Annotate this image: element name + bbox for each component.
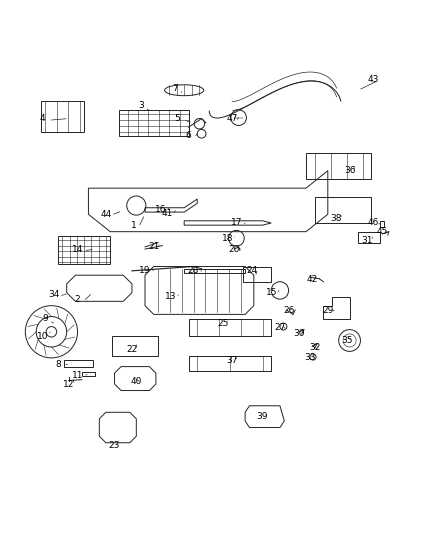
Text: 14: 14 <box>72 245 83 254</box>
Text: 27: 27 <box>274 323 286 332</box>
Text: 31: 31 <box>361 236 373 245</box>
Text: 46: 46 <box>368 219 379 228</box>
Text: 7: 7 <box>173 84 178 93</box>
Text: 20: 20 <box>229 245 240 254</box>
Text: 25: 25 <box>218 319 229 328</box>
Text: 43: 43 <box>368 75 379 84</box>
Text: 24: 24 <box>246 266 257 276</box>
Text: 36: 36 <box>344 166 355 175</box>
Text: 18: 18 <box>222 233 233 243</box>
Text: 45: 45 <box>377 227 388 236</box>
Text: 5: 5 <box>175 114 180 123</box>
Text: 41: 41 <box>161 209 173 218</box>
Text: 15: 15 <box>265 288 277 297</box>
Text: 26: 26 <box>283 305 294 314</box>
Text: 23: 23 <box>109 441 120 450</box>
Text: 21: 21 <box>148 243 159 252</box>
Text: 40: 40 <box>131 377 142 386</box>
Text: 6: 6 <box>186 132 191 140</box>
Text: 19: 19 <box>139 266 151 276</box>
Text: 32: 32 <box>309 343 321 352</box>
Text: 3: 3 <box>138 101 144 110</box>
Text: 9: 9 <box>42 314 48 323</box>
Text: 16: 16 <box>155 205 166 214</box>
Text: 8: 8 <box>55 360 61 369</box>
Text: 42: 42 <box>307 275 318 284</box>
Text: 12: 12 <box>63 379 74 389</box>
Text: 2: 2 <box>75 295 80 304</box>
Text: 17: 17 <box>231 219 242 228</box>
Text: 38: 38 <box>331 214 342 223</box>
Text: 35: 35 <box>342 336 353 345</box>
Text: 28: 28 <box>187 266 198 276</box>
Text: 11: 11 <box>72 371 83 380</box>
Text: 34: 34 <box>48 290 59 300</box>
Text: 39: 39 <box>257 412 268 421</box>
Text: 29: 29 <box>322 305 333 314</box>
Text: 37: 37 <box>226 356 238 365</box>
Text: 4: 4 <box>40 114 46 123</box>
Text: 1: 1 <box>131 221 137 230</box>
Text: 22: 22 <box>126 345 138 354</box>
Text: 33: 33 <box>305 353 316 362</box>
Text: 10: 10 <box>37 332 49 341</box>
Text: 13: 13 <box>166 293 177 302</box>
Text: 47: 47 <box>226 114 238 123</box>
Text: 44: 44 <box>100 210 111 219</box>
Text: 30: 30 <box>294 329 305 338</box>
